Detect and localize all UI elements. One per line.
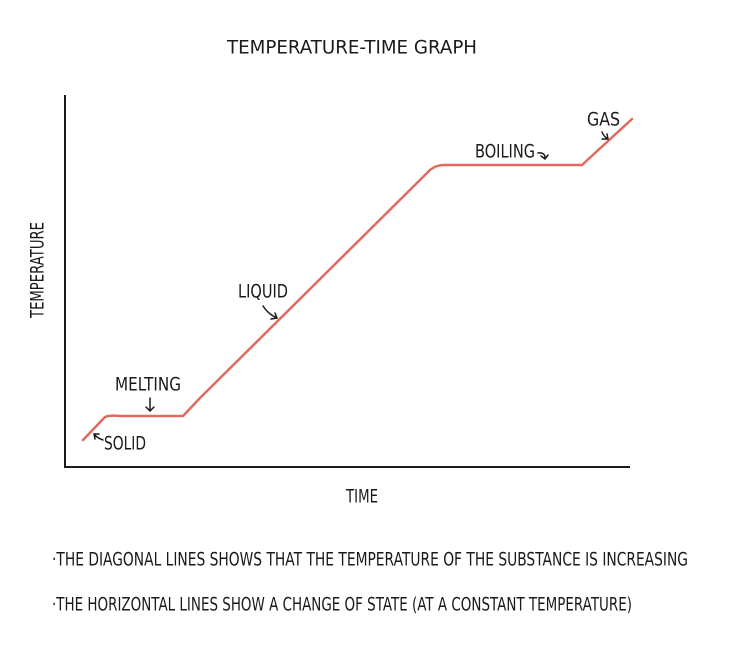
x-axis-label: TIME <box>345 486 378 508</box>
arrow <box>537 152 549 161</box>
title: TEMPERATURE-TIME GRAPH <box>226 37 477 59</box>
annotation: MELTING <box>115 374 181 396</box>
note: ·THE DIAGONAL LINES SHOWS THAT THE TEMPE… <box>52 549 688 571</box>
heating-curve <box>81 117 634 442</box>
note: ·THE HORIZONTAL LINES SHOW A CHANGE OF S… <box>52 594 632 616</box>
arrow <box>145 397 155 413</box>
arrow <box>601 131 609 140</box>
annotation: LIQUID <box>238 281 288 303</box>
annotation: GAS <box>587 109 620 131</box>
annotation: SOLID <box>104 433 146 455</box>
annotation: BOILING <box>475 141 535 163</box>
y-axis-label: TEMPERATURE <box>27 222 49 319</box>
arrow <box>93 433 104 441</box>
arrow <box>262 305 279 320</box>
axes <box>64 95 630 468</box>
